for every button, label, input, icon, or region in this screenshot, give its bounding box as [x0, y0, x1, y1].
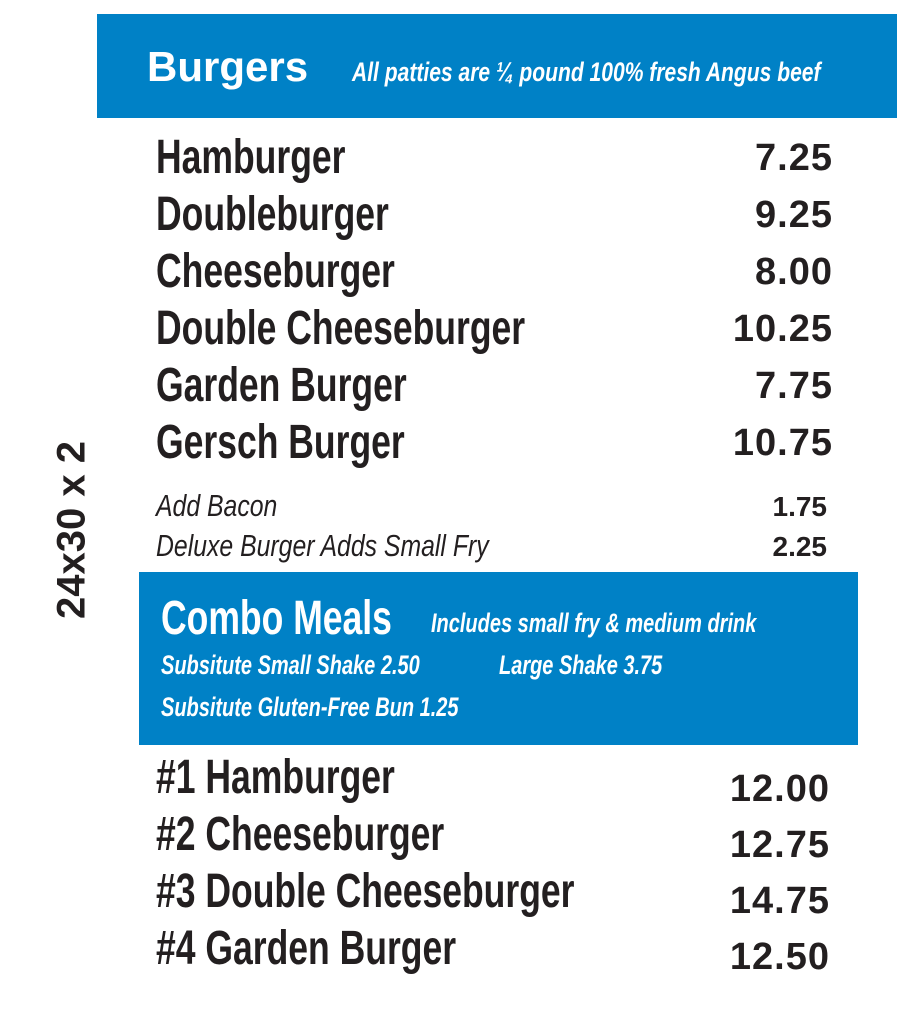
combo-note-gluten-free: Subsitute Gluten-Free Bun 1.25: [161, 692, 563, 722]
item-name: Hamburger: [156, 131, 346, 184]
note-text: Large Shake 3.75: [499, 650, 663, 680]
item-name: #3 Double Cheeseburger: [156, 865, 575, 918]
size-label: 24x30 x 2: [49, 441, 94, 619]
burgers-subtitle: All patties are ¼ pound 100% fresh Angus…: [352, 57, 907, 87]
combo-item-name: #3 Double Cheeseburger: [156, 868, 722, 916]
menu-item-name: Hamburger: [156, 134, 412, 182]
combo-title: Combo Meals: [161, 594, 473, 644]
burgers-title: Burgers: [147, 43, 309, 90]
menu-item-name: Gersch Burger: [156, 419, 492, 467]
combo-item-price: 14.75: [729, 880, 830, 922]
addon-price: 2.25: [772, 531, 828, 562]
menu-item-price: 7.75: [755, 365, 833, 407]
combo-note-shake-large: Large Shake 3.75: [499, 650, 720, 680]
item-name: Doubleburger: [156, 188, 389, 241]
menu-item-name: Garden Burger: [156, 362, 495, 410]
item-name: #4 Garden Burger: [156, 922, 457, 975]
item-name: #2 Cheeseburger: [156, 808, 445, 861]
combo-item-price: 12.00: [729, 768, 830, 810]
item-name: Garden Burger: [156, 359, 407, 412]
note-text: Subsitute Gluten-Free Bun 1.25: [161, 692, 459, 722]
combo-title-text: Combo Meals: [161, 592, 392, 645]
combo-header: Combo Meals Includes small fry & medium …: [139, 572, 858, 745]
combo-item-name: #1 Hamburger: [156, 754, 479, 802]
combo-note-shake-small: Subsitute Small Shake 2.50: [161, 650, 511, 680]
menu-item-price: 8.00: [755, 251, 833, 293]
addon-price: 1.75: [772, 491, 828, 522]
item-name: Double Cheeseburger: [156, 302, 526, 355]
combo-item-name: #4 Garden Burger: [156, 925, 561, 973]
menu-item-name: Double Cheeseburger: [156, 305, 655, 353]
menu-item-price: 9.25: [755, 194, 833, 236]
note-text: Subsitute Small Shake 2.50: [161, 650, 420, 680]
menu-item-price: 10.25: [732, 308, 833, 350]
menu-item-price: 10.75: [732, 422, 833, 464]
menu-item-name: Doubleburger: [156, 191, 471, 239]
combo-subtitle: Includes small fry & medium drink: [431, 608, 871, 638]
burgers-header: Burgers All patties are ¼ pound 100% fre…: [97, 14, 897, 118]
item-name: #1 Hamburger: [156, 751, 395, 804]
addon-name: Add Bacon: [156, 490, 308, 522]
combo-subtitle-text: Includes small fry & medium drink: [431, 608, 757, 638]
addon-text: Add Bacon: [156, 488, 278, 523]
combo-item-name: #2 Cheeseburger: [156, 811, 546, 859]
menu-item-name: Cheeseburger: [156, 248, 479, 296]
burgers-subtitle-text: All patties are ¼ pound 100% fresh Angus…: [352, 57, 821, 87]
addon-text: Deluxe Burger Adds Small Fry: [156, 528, 489, 563]
item-name: Gersch Burger: [156, 416, 405, 469]
addon-name: Deluxe Burger Adds Small Fry: [156, 530, 572, 562]
item-name: Cheeseburger: [156, 245, 395, 298]
menu-item-price: 7.25: [755, 137, 833, 179]
combo-item-price: 12.75: [729, 824, 830, 866]
combo-item-price: 12.50: [729, 936, 830, 978]
